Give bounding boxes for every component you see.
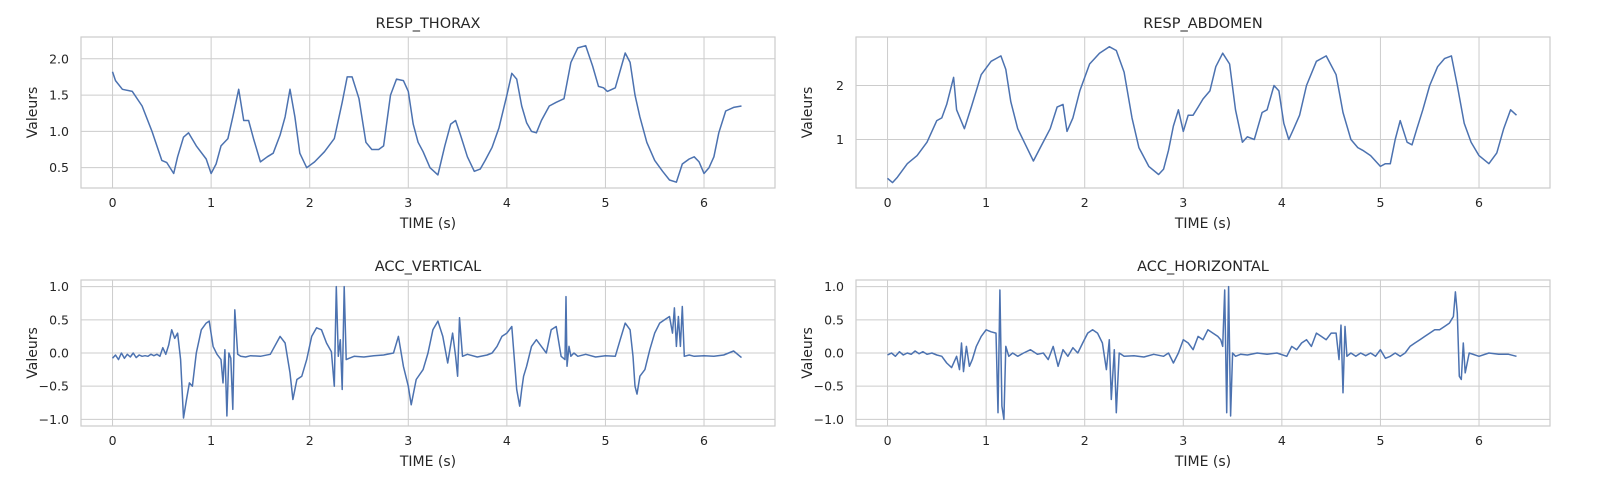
x-tick-label: 1 (982, 433, 990, 448)
x-axis-label: TIME (s) (399, 216, 456, 232)
x-tick-label: 4 (1278, 195, 1286, 210)
y-tick-label: 0.5 (49, 312, 69, 327)
x-tick-label: 4 (503, 433, 511, 448)
plot-frame (80, 279, 776, 427)
chart-title: RESP_THORAX (376, 16, 481, 32)
series-line (887, 45, 1518, 184)
series-line (111, 44, 742, 183)
x-tick-label: 0 (884, 195, 892, 210)
x-tick-label: 6 (700, 195, 708, 210)
y-axis-label: Valeurs (25, 327, 41, 379)
y-tick-label: 1.0 (49, 279, 69, 294)
x-tick-label: 5 (1376, 195, 1384, 210)
chart-panel-1: 0 1 2 3 4 5 6 0.5 1.0 1.5 2.0 RESP_THORAX TIME (s) Va… (25, 16, 776, 232)
chart-title: ACC_VERTICAL (375, 259, 482, 275)
x-axis-label: TIME (s) (1174, 216, 1231, 232)
y-tick-label: −0.5 (39, 379, 69, 394)
x-tick-label: 0 (884, 433, 892, 448)
x-tick-label: 3 (1179, 195, 1187, 210)
x-tick-label: 5 (601, 433, 609, 448)
y-axis-label: Valeurs (800, 327, 816, 379)
plot-frame (80, 36, 776, 189)
series-line (887, 285, 1517, 421)
chart-panel-3: 0 1 2 3 4 5 6 −1.0 −0.5 0.0 0.5 1.0 ACC_VERTICAL TIME… (25, 259, 776, 470)
x-tick-label: 3 (404, 195, 412, 210)
y-tick-label: −0.5 (814, 379, 844, 394)
x-tick-label: 1 (982, 195, 990, 210)
chart-panel-2: 0 1 2 3 4 5 6 1 2 RESP_ABDOMEN TIME (s) Valeurs (800, 16, 1551, 232)
series-line (111, 285, 742, 419)
x-tick-label: 1 (207, 195, 215, 210)
y-tick-label: 0.5 (824, 312, 844, 327)
y-tick-label: 1.5 (49, 88, 69, 103)
y-tick-label: 1.0 (49, 124, 69, 139)
y-tick-label: 1.0 (824, 279, 844, 294)
plot-frame (855, 36, 1551, 189)
x-tick-label: 0 (109, 195, 117, 210)
x-tick-label: 3 (404, 433, 412, 448)
plot-frame (855, 279, 1551, 427)
chart-title: ACC_HORIZONTAL (1137, 259, 1269, 275)
y-axis-label: Valeurs (800, 87, 816, 139)
y-tick-label: −1.0 (39, 412, 69, 427)
x-axis-label: TIME (s) (399, 454, 456, 470)
x-tick-label: 5 (601, 195, 609, 210)
x-tick-label: 4 (503, 195, 511, 210)
x-tick-label: 6 (1475, 195, 1483, 210)
x-tick-label: 2 (1081, 195, 1089, 210)
y-tick-label: 1 (836, 132, 844, 147)
x-tick-label: 0 (109, 433, 117, 448)
x-tick-label: 6 (1475, 433, 1483, 448)
x-tick-label: 4 (1278, 433, 1286, 448)
y-tick-label: 0.0 (49, 346, 69, 361)
y-tick-label: 0.5 (49, 160, 69, 175)
x-tick-label: 1 (207, 433, 215, 448)
chart-title: RESP_ABDOMEN (1143, 16, 1262, 32)
x-tick-label: 3 (1179, 433, 1187, 448)
x-tick-label: 2 (306, 433, 314, 448)
x-axis-label: TIME (s) (1174, 454, 1231, 470)
y-tick-label: 0.0 (824, 346, 844, 361)
y-tick-label: −1.0 (814, 412, 844, 427)
y-tick-label: 2.0 (49, 51, 69, 66)
x-tick-label: 2 (306, 195, 314, 210)
y-tick-label: 2 (836, 78, 844, 93)
chart-panel-4: 0 1 2 3 4 5 6 −1.0 −0.5 0.0 0.5 1.0 ACC_HORIZONTAL TI… (800, 259, 1551, 470)
x-tick-label: 6 (700, 433, 708, 448)
x-tick-label: 2 (1081, 433, 1089, 448)
x-tick-label: 5 (1376, 433, 1384, 448)
y-axis-label: Valeurs (25, 87, 41, 139)
